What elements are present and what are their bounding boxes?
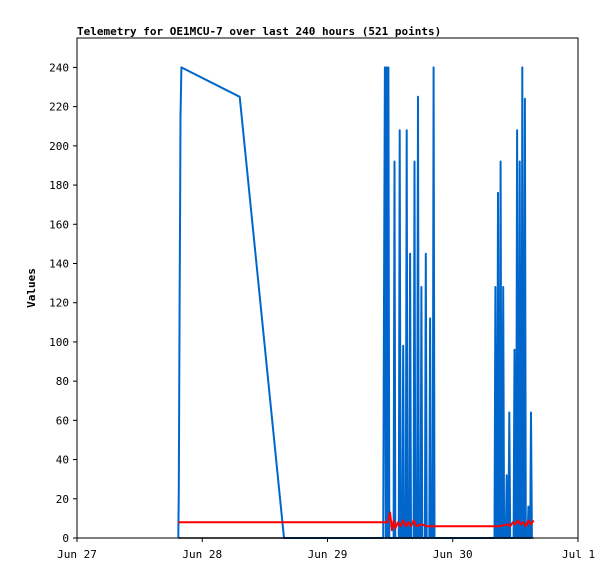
y-tick-label: 240 xyxy=(49,61,69,74)
x-axis: Jun 27 Jun 28 Jun 29 Jun 30 Jul 1 xyxy=(57,538,595,561)
y-tick-label: 40 xyxy=(56,454,69,467)
chart-title: Telemetry for OE1MCU-7 over last 240 hou… xyxy=(77,25,441,38)
series-line-1 xyxy=(178,511,535,532)
y-tick-label: 80 xyxy=(56,375,69,388)
series-line-0 xyxy=(177,66,533,539)
x-tick-label: Jun 27 xyxy=(57,548,97,561)
series-layer xyxy=(177,66,535,539)
y-axis-label: Values xyxy=(25,268,38,308)
y-tick-label: 60 xyxy=(56,414,69,427)
y-tick-label: 140 xyxy=(49,257,69,270)
y-tick-label: 100 xyxy=(49,336,69,349)
x-tick-label: Jun 29 xyxy=(308,548,348,561)
y-tick-label: 0 xyxy=(62,532,69,545)
x-tick-label: Jul 1 xyxy=(562,548,595,561)
x-tick-label: Jun 28 xyxy=(182,548,222,561)
y-axis: 0 20 40 60 80 100 120 140 160 180 200 220 240 xyxy=(49,61,77,545)
y-tick-label: 160 xyxy=(49,218,69,231)
y-tick-label: 180 xyxy=(49,179,69,192)
y-tick-label: 20 xyxy=(56,493,69,506)
y-tick-label: 200 xyxy=(49,140,69,153)
y-tick-label: 120 xyxy=(49,297,69,310)
y-tick-label: 220 xyxy=(49,101,69,114)
x-tick-label: Jun 30 xyxy=(433,548,473,561)
